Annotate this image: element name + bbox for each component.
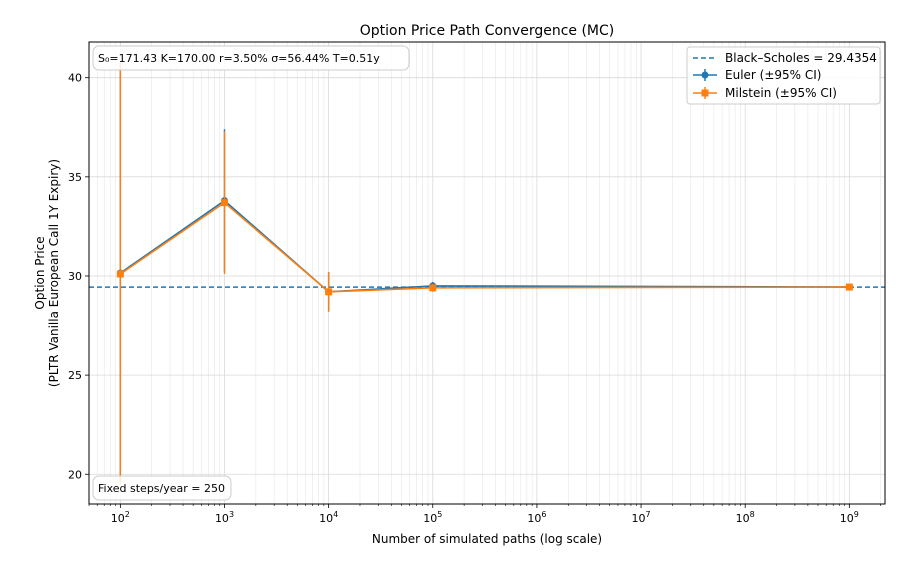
legend-label-euler: Euler (±95% CI) <box>725 68 821 82</box>
x-axis-label: Number of simulated paths (log scale) <box>372 532 602 546</box>
milstein-point <box>220 199 228 207</box>
milstein-point <box>325 288 333 296</box>
x-tick-label: 109 <box>840 510 859 525</box>
plot-frame <box>88 41 886 505</box>
y-axis-ticks: 20 25 30 35 40 <box>68 72 89 481</box>
steps-box-frame <box>92 475 232 501</box>
x-tick-label: 107 <box>632 510 651 525</box>
steps-box: Fixed steps/year = 250 <box>92 475 232 501</box>
legend: Black–Scholes = 29.4354 Euler (±95% CI) … <box>686 46 881 105</box>
x-tick-label: 105 <box>423 510 442 525</box>
legend-label-black-scholes: Black–Scholes = 29.4354 <box>725 51 877 65</box>
legend-label-milstein: Milstein (±95% CI) <box>725 86 837 100</box>
x-tick-label: 102 <box>111 510 130 525</box>
params-box-frame <box>92 45 410 71</box>
milstein-point <box>845 283 853 291</box>
x-axis-ticks: 102 103 104 105 106 107 108 109 <box>88 504 881 525</box>
params-box-text: S₀=171.43 K=170.00 r=3.50% σ=56.44% T=0.… <box>98 52 380 65</box>
legend-swatch-milstein <box>693 87 717 99</box>
legend-swatch-euler <box>693 69 717 81</box>
y-tick-label: 40 <box>68 72 82 85</box>
grid <box>88 42 885 504</box>
steps-box-text: Fixed steps/year = 250 <box>98 482 225 495</box>
x-tick-label: 108 <box>736 510 755 525</box>
milstein-point <box>116 270 124 278</box>
series-layer <box>116 62 853 485</box>
chart-title: Option Price Path Convergence (MC) <box>360 23 615 39</box>
y-tick-label: 25 <box>68 369 82 382</box>
y-axis-label-line2: (PLTR Vanilla European Call 1Y Expiry) <box>47 159 61 387</box>
x-tick-label: 103 <box>215 510 234 525</box>
y-tick-label: 20 <box>68 468 82 481</box>
y-axis-label-line1: Option Price <box>33 236 47 309</box>
y-tick-label: 30 <box>68 270 82 283</box>
y-tick-label: 35 <box>68 171 82 184</box>
x-tick-label: 104 <box>319 510 338 525</box>
params-box: S₀=171.43 K=170.00 r=3.50% σ=56.44% T=0.… <box>92 45 410 71</box>
milstein-point <box>429 284 437 292</box>
legend-frame <box>686 46 881 105</box>
x-tick-label: 106 <box>527 510 546 525</box>
